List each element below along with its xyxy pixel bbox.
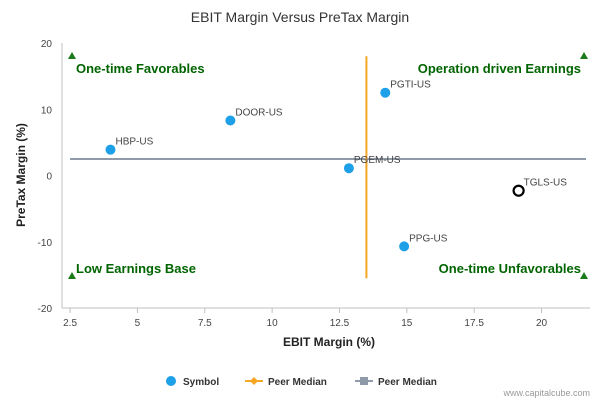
legend-label-peer-median-y: Peer Median <box>378 377 437 388</box>
data-point-label: HBP-US <box>115 137 153 148</box>
legend-peer-median-y-marker <box>360 377 368 385</box>
quadrant-labels: One-time Favorables Operation driven Ear… <box>68 52 588 279</box>
y-tick-label: 10 <box>41 105 53 116</box>
y-tick-label: 20 <box>41 39 53 50</box>
x-tick-label: 17.5 <box>464 318 484 329</box>
data-point <box>105 144 116 155</box>
corner-triangle-bottom-left <box>68 272 76 279</box>
x-axis-ticks: 2.5 5 7.5 10 12.5 15 17.5 20 <box>63 308 548 329</box>
legend-peer-median-x-marker <box>250 377 258 385</box>
source-credit: www.capitalcube.com <box>502 388 590 398</box>
corner-triangle-bottom-right <box>580 272 588 279</box>
data-points: DOOR-US PGTI-US HBP-US PGEM-US PPG-US TGLS-US <box>105 80 567 252</box>
x-tick-label: 20 <box>536 318 548 329</box>
x-tick-label: 2.5 <box>63 318 77 329</box>
legend-symbol-marker <box>166 376 176 386</box>
data-point-label: PGTI-US <box>390 80 431 91</box>
x-tick-label: 15 <box>401 318 413 329</box>
legend-label-peer-median-x: Peer Median <box>268 377 327 388</box>
quadrant-label-bottom-right: One-time Unfavorables <box>439 261 581 276</box>
chart-title: EBIT Margin Versus PreTax Margin <box>191 9 409 25</box>
y-axis-title: PreTax Margin (%) <box>14 123 28 227</box>
quadrant-label-top-left: One-time Favorables <box>76 61 205 76</box>
y-tick-label: -20 <box>38 304 53 315</box>
data-point <box>343 163 354 174</box>
y-tick-label: 0 <box>46 172 52 183</box>
corner-triangle-top-left <box>68 52 76 59</box>
quadrant-label-bottom-left: Low Earnings Base <box>76 261 196 276</box>
corner-triangle-top-right <box>580 52 588 59</box>
x-tick-label: 10 <box>267 318 279 329</box>
plot-area: 2.5 5 7.5 10 12.5 15 17.5 20 20 10 0 -10 -20 One-ti… <box>38 39 590 329</box>
x-tick-label: 5 <box>135 318 141 329</box>
x-axis-title: EBIT Margin (%) <box>283 335 375 349</box>
highlight-point-label: TGLS-US <box>524 178 568 189</box>
data-point <box>380 87 391 98</box>
x-tick-label: 7.5 <box>198 318 212 329</box>
x-tick-label: 12.5 <box>330 318 350 329</box>
chart-legend: Symbol Peer Median Peer Median <box>166 376 437 388</box>
data-point <box>399 241 410 252</box>
data-point <box>225 115 236 126</box>
data-point-label: DOOR-US <box>235 108 283 119</box>
y-axis-ticks: 20 10 0 -10 -20 <box>38 39 53 315</box>
y-tick-label: -10 <box>38 238 53 249</box>
legend-label-symbol: Symbol <box>183 377 219 388</box>
data-point-label: PGEM-US <box>354 155 401 166</box>
highlight-point <box>512 184 525 197</box>
quadrant-label-top-right: Operation driven Earnings <box>418 61 581 76</box>
data-point-label: PPG-US <box>409 233 448 244</box>
